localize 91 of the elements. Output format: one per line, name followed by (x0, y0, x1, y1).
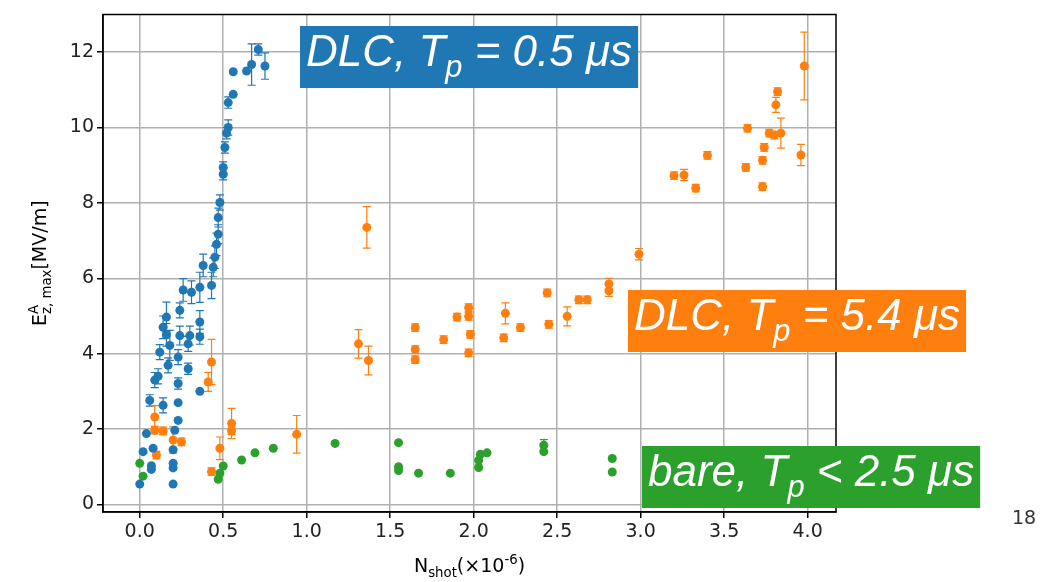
point (165, 340, 175, 350)
point (562, 311, 572, 321)
point (150, 412, 160, 422)
point (228, 89, 238, 99)
point (213, 213, 223, 223)
point (195, 386, 205, 396)
point (185, 331, 195, 341)
y-tick-label: 6 (81, 265, 94, 288)
point (212, 239, 222, 249)
x-tick-label: 4.0 (792, 519, 823, 542)
point (260, 61, 270, 71)
point (207, 280, 217, 290)
point (353, 339, 363, 349)
x-tick-label: 3.0 (625, 519, 656, 542)
point (607, 453, 617, 463)
x-tick-label: 0.5 (208, 519, 239, 542)
point (213, 229, 223, 239)
point (796, 150, 806, 160)
point (799, 61, 809, 71)
point (268, 443, 278, 453)
point (173, 352, 183, 362)
point (394, 438, 404, 448)
y-axis-title: EAz, max[MV/m] (26, 200, 54, 326)
point (141, 429, 151, 439)
point (208, 262, 218, 272)
x-tick-label: 3.5 (709, 519, 740, 542)
point (474, 463, 484, 473)
point (213, 474, 223, 484)
point (175, 305, 185, 315)
point (158, 322, 168, 332)
point (178, 285, 188, 295)
point (135, 479, 145, 489)
point (414, 468, 424, 478)
point (445, 468, 455, 478)
y-tick-label: 0 (81, 491, 94, 514)
point (175, 331, 185, 341)
point (539, 447, 549, 457)
point (482, 448, 492, 458)
x-tick-label: 1.0 (291, 519, 322, 542)
point (173, 398, 183, 408)
point (500, 308, 510, 318)
y-tick-label: 12 (69, 39, 94, 62)
point (227, 418, 237, 428)
text: 18 (1011, 506, 1037, 528)
y-tick-label: 10 (69, 114, 94, 137)
point (173, 415, 183, 425)
point (186, 287, 196, 297)
point (210, 252, 220, 262)
point (161, 312, 171, 322)
point (250, 448, 260, 458)
point (215, 198, 225, 208)
point (207, 357, 217, 367)
point (363, 355, 373, 365)
y-tick-label: 2 (81, 416, 94, 438)
point (135, 458, 145, 468)
point (394, 466, 404, 476)
point (148, 443, 158, 453)
point (247, 60, 257, 70)
point (607, 467, 617, 477)
x-tick-label: 2.0 (458, 519, 489, 542)
point (330, 438, 340, 448)
point (228, 67, 238, 77)
point (242, 66, 252, 76)
point (195, 332, 205, 342)
point (168, 435, 178, 445)
point (155, 347, 165, 357)
y-tick-label: 8 (81, 189, 94, 212)
point (138, 471, 148, 481)
point (771, 100, 781, 110)
point (183, 339, 193, 349)
point (362, 222, 372, 232)
point (195, 282, 205, 292)
point (138, 447, 148, 457)
point (218, 461, 228, 471)
x-tick-label: 1.5 (375, 519, 406, 542)
y-tick-label: 4 (81, 340, 94, 363)
point (150, 375, 160, 385)
x-tick-label: 2.5 (542, 519, 573, 542)
point (195, 317, 205, 327)
point (158, 400, 168, 410)
point (170, 425, 180, 435)
point (168, 479, 178, 489)
point (203, 377, 213, 387)
point (292, 429, 302, 439)
point (168, 445, 178, 455)
point (237, 455, 247, 465)
point (198, 260, 208, 270)
point (215, 443, 225, 453)
point (161, 330, 171, 340)
point (163, 360, 173, 370)
x-tick-label: 0.0 (124, 519, 155, 542)
